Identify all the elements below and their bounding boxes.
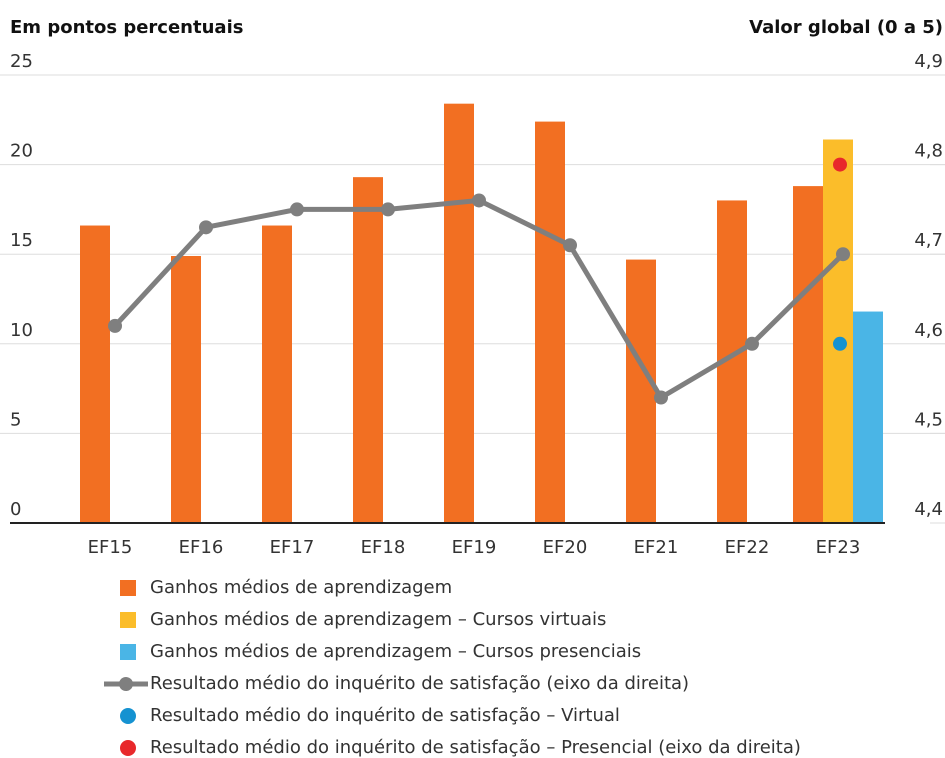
y-tick-label: 15	[10, 230, 33, 251]
bar	[171, 255, 201, 523]
x-tick-label: EF15	[88, 537, 133, 558]
y2-tick-label: 4,4	[914, 499, 943, 520]
dot	[833, 157, 847, 172]
x-tick-label: EF22	[725, 537, 770, 558]
y-tick-label: 25	[10, 51, 33, 72]
bar	[853, 311, 883, 523]
legend-label: Ganhos médios de aprendizagem	[150, 577, 452, 598]
legend-label: Resultado médio do inquérito de satisfaç…	[150, 673, 689, 694]
legend-swatch	[120, 612, 136, 628]
x-tick-label: EF20	[543, 537, 588, 558]
bar	[823, 139, 853, 523]
line-point	[472, 193, 486, 208]
y2-tick-label: 4,6	[914, 320, 943, 341]
line-point	[290, 202, 304, 217]
dot	[833, 336, 847, 351]
legend-swatch	[120, 644, 136, 660]
line-point	[836, 247, 850, 262]
y-tick-label: 5	[10, 409, 21, 430]
bar	[535, 121, 565, 523]
line-point	[563, 238, 577, 253]
legend-swatch	[120, 580, 136, 596]
line-point	[654, 390, 668, 405]
y2-tick-label: 4,8	[914, 141, 943, 162]
line-point	[199, 220, 213, 235]
y-axis-title: Em pontos percentuais	[10, 17, 243, 38]
bar	[793, 186, 823, 523]
legend-label: Resultado médio do inquérito de satisfaç…	[150, 737, 801, 758]
x-tick-label: EF18	[361, 537, 406, 558]
x-tick-label: EF19	[452, 537, 497, 558]
x-tick-label: EF16	[179, 537, 224, 558]
y-tick-label: 10	[10, 320, 33, 341]
legend-swatch	[119, 677, 133, 691]
line-point	[745, 336, 759, 351]
legend-label: Ganhos médios de aprendizagem – Cursos p…	[150, 641, 641, 662]
bar	[444, 103, 474, 523]
y-tick-label: 0	[10, 499, 21, 520]
y2-tick-label: 4,7	[914, 230, 943, 251]
line-point	[108, 318, 122, 333]
bar	[626, 259, 656, 523]
legend-swatch	[120, 740, 136, 756]
x-tick-label: EF17	[270, 537, 315, 558]
y2-tick-label: 4,9	[914, 51, 943, 72]
y2-tick-label: 4,5	[914, 409, 943, 430]
y-tick-label: 20	[10, 141, 33, 162]
x-tick-label: EF23	[816, 537, 861, 558]
legend-swatch	[120, 708, 136, 724]
y2-axis-title: Valor global (0 a 5)	[749, 17, 943, 38]
bar	[80, 225, 110, 523]
x-tick-label: EF21	[634, 537, 679, 558]
line-point	[381, 202, 395, 217]
bar	[353, 177, 383, 524]
legend-label: Ganhos médios de aprendizagem – Cursos v…	[150, 609, 606, 630]
legend-label: Resultado médio do inquérito de satisfaç…	[150, 705, 620, 726]
bar	[262, 225, 292, 523]
